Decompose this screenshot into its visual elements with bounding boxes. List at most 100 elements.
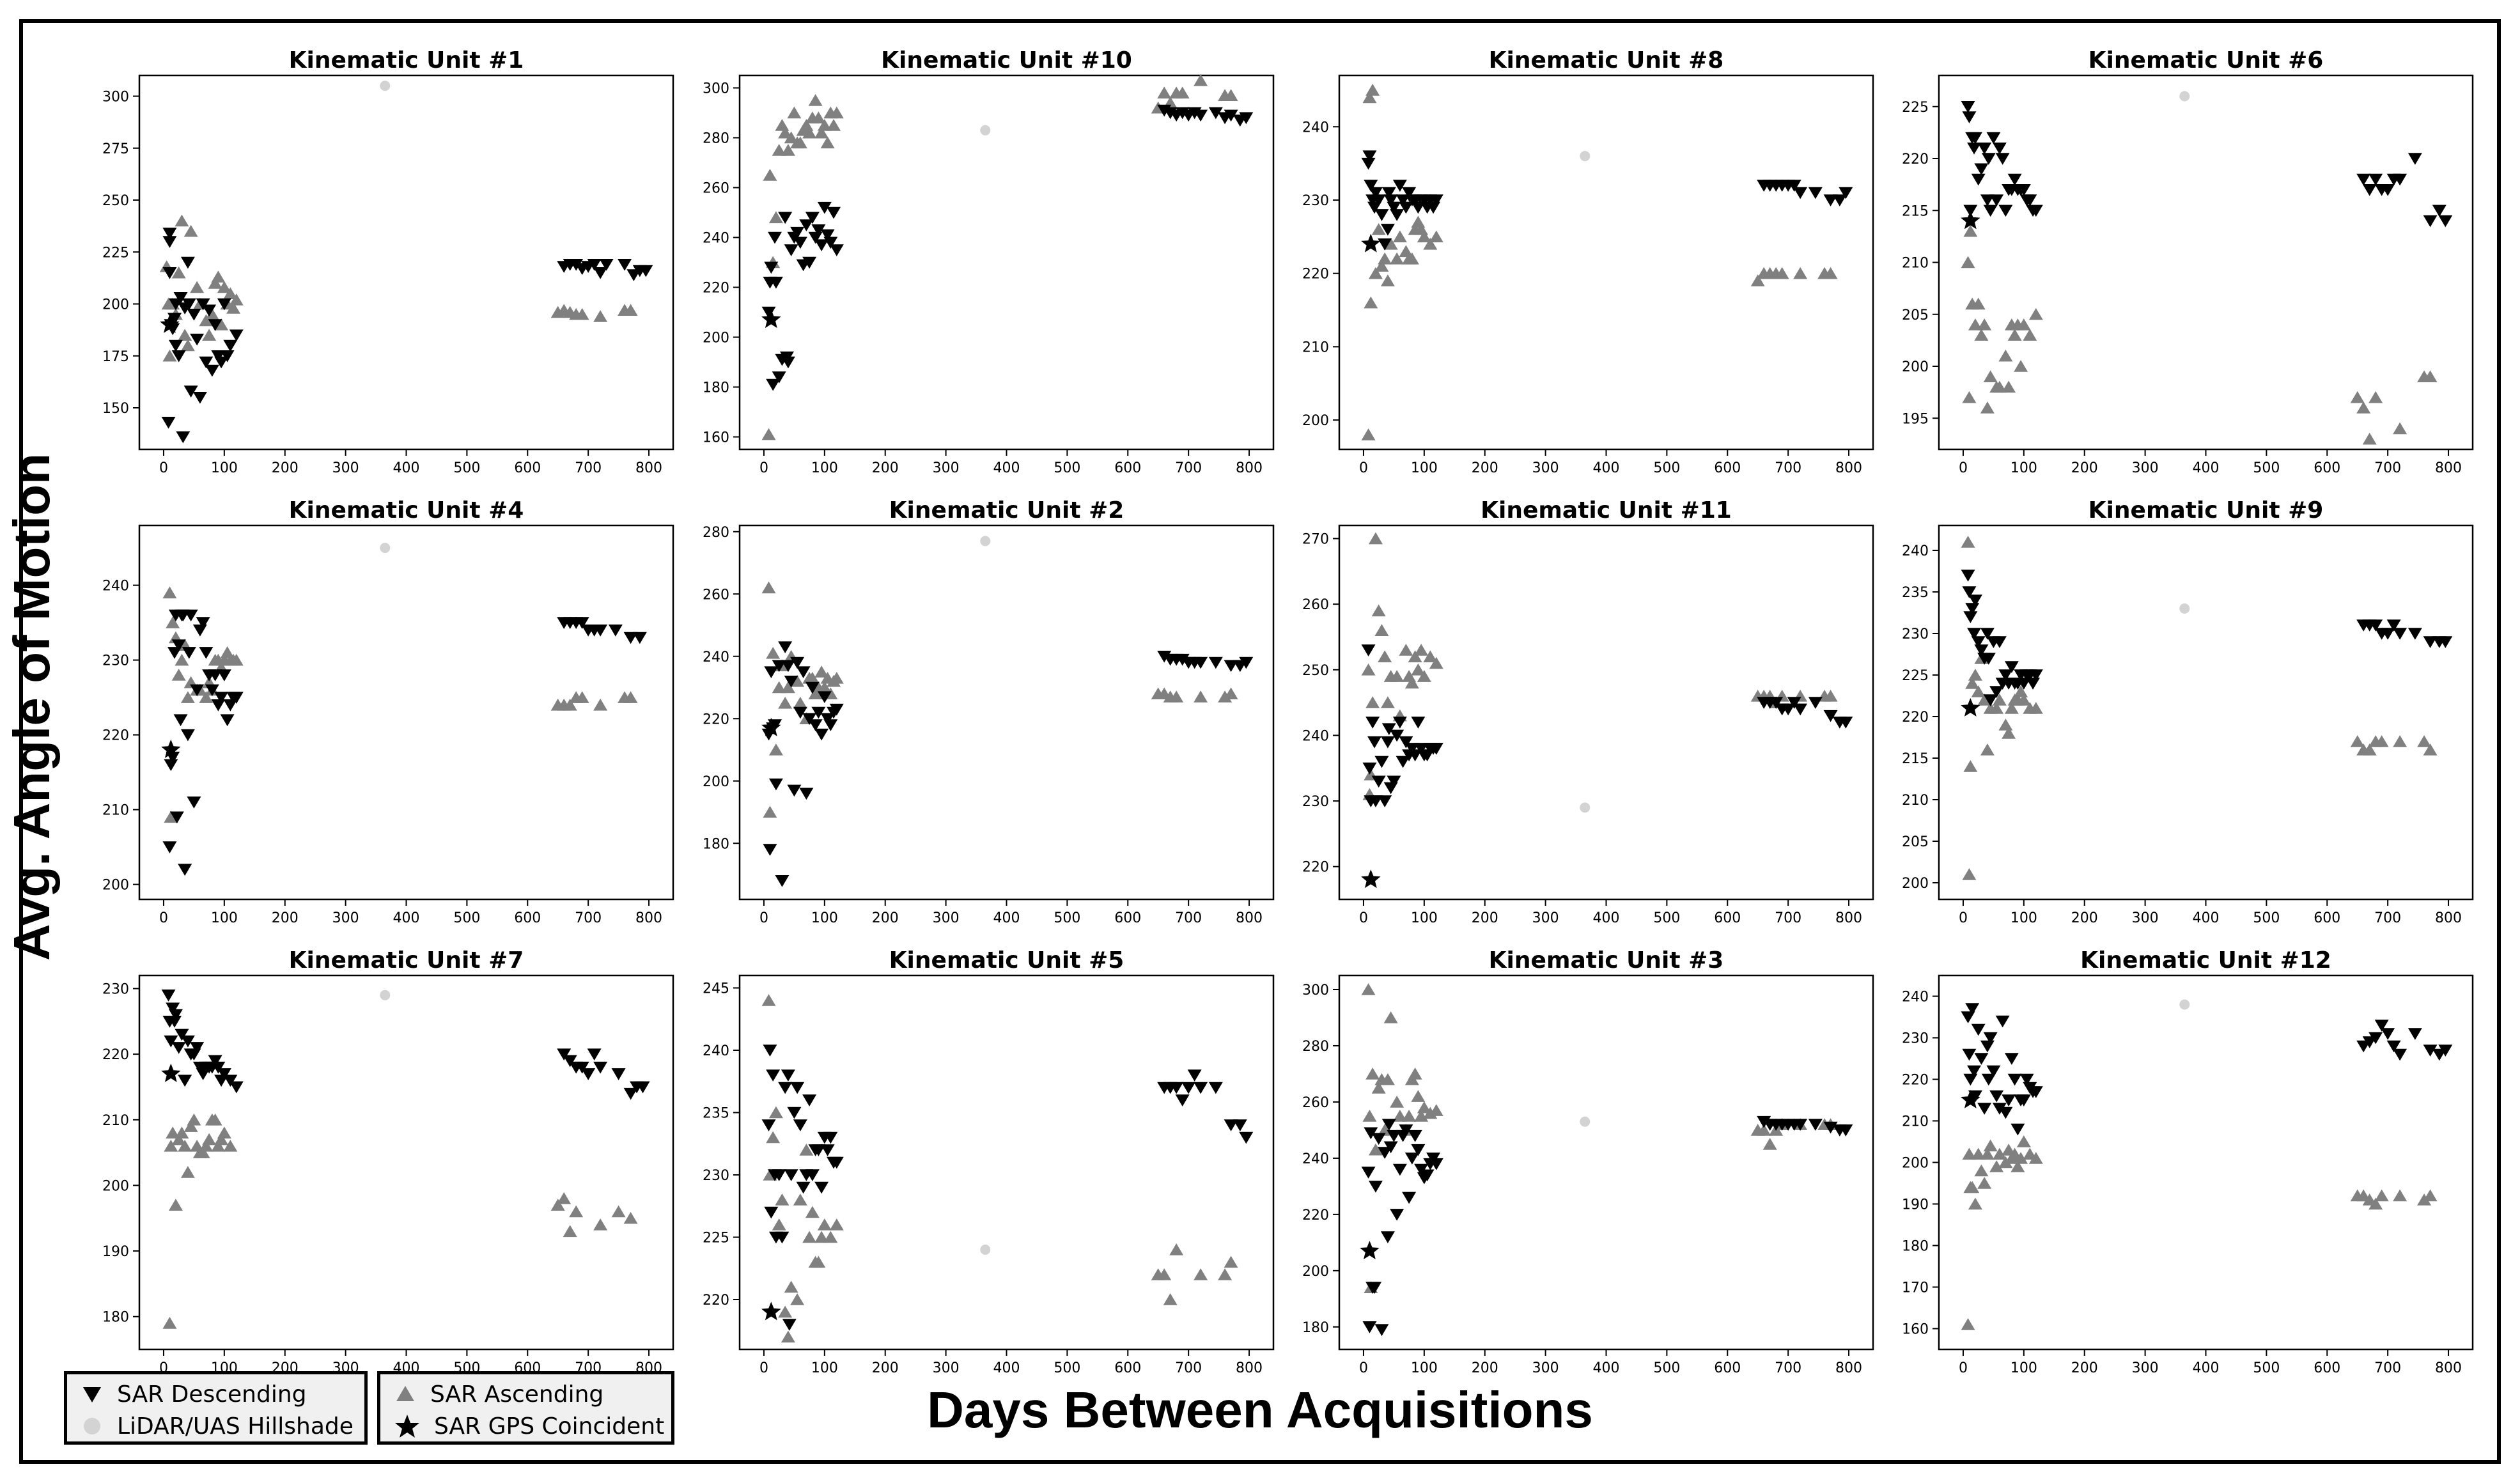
point-sar-descending	[180, 256, 195, 269]
point-sar-ascending	[563, 698, 577, 711]
y-tick-label: 210	[1902, 1114, 1929, 1130]
point-sar-descending	[1961, 1011, 1975, 1023]
point-sar-ascending	[1968, 1197, 1982, 1210]
point-sar-ascending	[1411, 663, 1426, 676]
point-sar-descending	[805, 681, 820, 694]
point-sar-ascending	[187, 1113, 201, 1126]
point-sar-ascending	[829, 671, 844, 684]
point-sar-ascending	[1361, 663, 1376, 676]
point-sar-descending	[1381, 187, 1396, 199]
point-sar-ascending	[1983, 1139, 1998, 1152]
point-sar-ascending	[196, 1146, 210, 1158]
point-sar-ascending	[829, 1218, 844, 1231]
y-tick-label: 260	[703, 587, 729, 603]
point-sar-ascending	[1968, 669, 1982, 681]
point-sar-descending	[1981, 653, 1996, 665]
point-sar-gps-coincident	[1961, 210, 1980, 229]
point-sar-ascending	[180, 691, 195, 703]
point-sar-descending	[1961, 100, 1975, 113]
point-sar-descending	[805, 1169, 820, 1181]
point-sar-ascending	[175, 1126, 189, 1139]
point-sar-descending	[1175, 653, 1190, 666]
point-sar-ascending	[593, 1218, 608, 1231]
point-sar-ascending	[199, 691, 214, 703]
point-sar-ascending	[1218, 1268, 1233, 1280]
point-sar-descending	[2356, 173, 2371, 186]
point-sar-ascending	[778, 126, 793, 139]
point-sar-ascending	[2423, 1189, 2438, 1202]
point-sar-ascending	[2374, 1189, 2389, 1202]
point-sar-descending	[1374, 1324, 1389, 1337]
point-sar-descending	[2393, 628, 2407, 640]
point-sar-descending	[1808, 187, 1823, 199]
point-sar-descending	[805, 212, 820, 224]
x-tick-label: 0	[759, 460, 768, 476]
point-sar-descending	[229, 692, 244, 704]
x-tick-label: 700	[1175, 460, 1202, 476]
point-sar-descending	[1404, 1153, 1419, 1165]
point-sar-ascending	[2423, 743, 2438, 756]
point-sar-ascending	[623, 1211, 638, 1224]
point-sar-descending	[166, 1002, 180, 1015]
point-sar-descending	[1208, 656, 1223, 669]
y-tick-label: 250	[1302, 663, 1329, 679]
point-sar-descending	[799, 219, 814, 231]
point-sar-descending	[1989, 1090, 2004, 1103]
point-sar-descending	[763, 1044, 777, 1057]
point-sar-descending	[1839, 1124, 1853, 1137]
chart-panel-4: Kinematic Unit #10 0 100 200 300 400 500 600 700…	[703, 47, 1275, 476]
point-sar-descending	[1233, 1119, 1247, 1131]
point-sar-descending	[1392, 717, 1407, 729]
point-sar-ascending	[1399, 644, 1413, 656]
point-sar-descending	[1998, 669, 2013, 681]
point-sar-ascending	[1992, 1147, 2007, 1160]
point-sar-descending	[187, 308, 201, 321]
point-sar-descending	[1402, 1192, 1417, 1204]
point-sar-descending	[161, 416, 176, 429]
point-sar-descending	[817, 201, 832, 214]
point-sar-descending	[217, 1068, 231, 1080]
point-sar-descending	[778, 1082, 793, 1094]
x-tick-label: 800	[1835, 910, 1862, 926]
point-sar-descending	[229, 329, 244, 342]
y-tick-label: 190	[1902, 1197, 1929, 1213]
point-sar-descending	[2438, 215, 2453, 228]
x-tick-label: 100	[2011, 460, 2037, 476]
y-tick-label: 175	[102, 349, 129, 365]
x-tick-label: 200	[1472, 1360, 1498, 1376]
y-tick-label: 250	[102, 193, 129, 209]
point-sar-descending	[1411, 1144, 1426, 1156]
point-sar-ascending	[1971, 297, 1986, 310]
point-sar-descending	[766, 1069, 781, 1082]
point-sar-descending	[2368, 173, 2383, 186]
point-sar-descending	[1980, 628, 1995, 640]
point-sar-ascending	[2002, 380, 2016, 393]
point-sar-descending	[1980, 1040, 1995, 1053]
chart-panel-7: Kinematic Unit #8 0 100 200 300 400 500 600 700 8…	[1302, 47, 1874, 476]
point-sar-descending	[1965, 603, 1980, 615]
y-tick-label: 230	[1902, 626, 1929, 642]
x-tick-label: 700	[575, 910, 602, 926]
point-sar-ascending	[2350, 735, 2365, 747]
point-sar-ascending	[166, 1126, 180, 1139]
point-sar-ascending	[805, 1206, 820, 1218]
point-sar-ascending	[1361, 983, 1376, 995]
y-tick-label: 180	[703, 380, 729, 396]
x-tick-label: 700	[2374, 1360, 2401, 1376]
x-tick-label: 600	[2314, 1360, 2340, 1376]
point-sar-descending	[168, 1009, 183, 1021]
point-sar-ascending	[2362, 432, 2377, 445]
point-sar-ascending	[2368, 391, 2383, 403]
point-sar-descending	[217, 298, 231, 311]
point-sar-ascending	[1390, 1096, 1404, 1108]
point-sar-descending	[1983, 205, 1998, 217]
y-tick-label: 260	[703, 181, 729, 197]
point-sar-ascending	[202, 329, 217, 341]
point-sar-descending	[1971, 173, 1986, 186]
point-sar-descending	[1383, 1141, 1398, 1154]
point-sar-ascending	[214, 1133, 229, 1145]
point-sar-descending	[1402, 187, 1417, 199]
y-tick-label: 220	[102, 728, 129, 744]
point-lidar-uas-hillshade	[980, 536, 991, 547]
x-tick-label: 400	[993, 460, 1020, 476]
